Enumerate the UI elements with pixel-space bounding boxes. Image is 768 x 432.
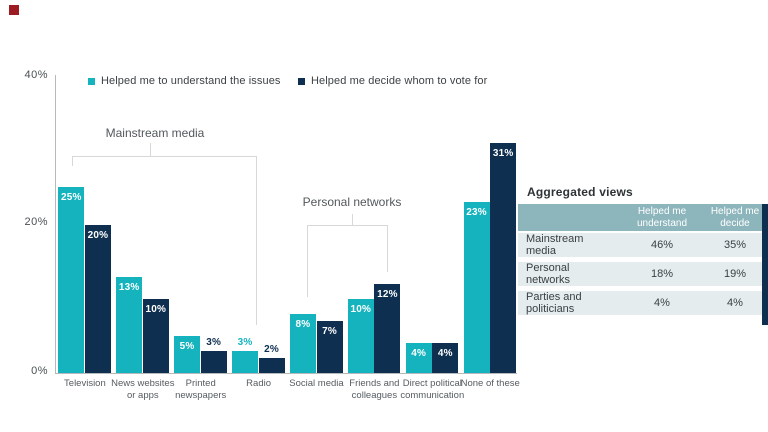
bar-value-label: 7% [322, 326, 337, 337]
legend-item-decide: Helped me decide whom to vote for [298, 75, 487, 87]
bar-understand [174, 336, 201, 373]
row-label: Mainstream media [526, 233, 584, 257]
table-title: Aggregated views [527, 185, 633, 199]
bracket-left-drop [72, 156, 73, 166]
bar-value-label: 13% [118, 282, 140, 293]
legend-label: Helped me decide whom to vote for [311, 75, 488, 87]
row-value-decide: 19% [723, 268, 747, 280]
table-header-decide: Helped me decide [710, 206, 760, 229]
bar-value-label: 4% [411, 348, 427, 359]
annotation-mainstream-media: Mainstream media [105, 126, 205, 140]
category-label: News websites or apps [111, 378, 175, 401]
category-label: Television [64, 378, 106, 389]
category-label: Direct political communication [400, 378, 465, 401]
y-axis-line [55, 75, 56, 373]
row-value-decide: 4% [727, 297, 743, 309]
bracket-right-drop [387, 225, 388, 272]
bar-value-label: 25% [60, 192, 82, 203]
bar-decide [84, 225, 111, 373]
bar-understand [116, 277, 143, 373]
bar-decide [142, 299, 169, 373]
row-value-decide: 35% [723, 239, 747, 251]
bar-understand [58, 187, 85, 373]
x-axis-line [55, 373, 517, 374]
bar-understand [232, 351, 258, 373]
logo-mark [9, 5, 19, 15]
category-label: Social media [289, 378, 344, 389]
bar-value-label: 10% [145, 304, 167, 315]
bar-value-label: 8% [295, 319, 311, 330]
bar-value-label: 31% [492, 148, 514, 159]
bar-decide [258, 358, 285, 373]
row-value-understand: 18% [650, 268, 674, 280]
legend-item-understand: Helped me to understand the issues [88, 75, 281, 87]
bracket-right-drop [256, 156, 257, 325]
table-header-row: Helped me understand Helped me decide [518, 204, 762, 231]
bar-value-label: 3% [237, 337, 253, 348]
bar-decide [316, 321, 343, 373]
bracket-stub [352, 214, 353, 225]
bar-decide [374, 284, 401, 373]
bracket-horizontal [72, 156, 257, 157]
y-tick-40: 40% [24, 69, 48, 81]
row-value-understand: 4% [654, 297, 670, 309]
table-row: Parties and politicians 4% 4% [518, 291, 762, 315]
bar-value-label: 23% [466, 207, 487, 218]
bar-value-label: 3% [206, 337, 222, 348]
bar-understand [289, 314, 316, 373]
category-label: Radio [246, 378, 271, 389]
bar-decide [200, 351, 227, 373]
bar-value-label: 10% [350, 304, 372, 315]
table-header-spacer [518, 204, 616, 231]
bracket-horizontal [307, 225, 388, 226]
y-tick-0: 0% [31, 365, 48, 377]
bar-understand [405, 343, 432, 373]
bar-decide [432, 343, 459, 373]
bracket-left-drop [307, 225, 308, 297]
bracket-stub [150, 143, 151, 156]
bar-decide [490, 143, 517, 373]
legend-swatch-navy [298, 77, 305, 85]
table-header-understand: Helped me understand [636, 206, 688, 229]
row-value-understand: 46% [650, 239, 674, 251]
aggregated-views-table: Helped me understand Helped me decide Ma… [518, 204, 762, 320]
row-label: Personal networks [526, 262, 571, 286]
row-label: Parties and politicians [526, 291, 582, 315]
annotation-personal-networks: Personal networks [302, 195, 402, 209]
bar-value-label: 4% [437, 348, 453, 359]
legend-label: Helped me to understand the issues [101, 75, 281, 87]
category-label: Printed newspapers [175, 378, 227, 401]
bar-understand [347, 299, 374, 373]
bar-value-label: 12% [377, 289, 398, 300]
bar-value-label: 20% [87, 230, 109, 241]
legend-swatch-teal [88, 77, 95, 85]
category-label: Friends and colleagues [349, 378, 400, 401]
table-row: Mainstream media 46% 35% [518, 233, 762, 257]
clipped-edge-element [762, 204, 768, 325]
y-tick-20: 20% [24, 216, 48, 228]
bar-value-label: 5% [179, 341, 195, 352]
bar-value-label: 2% [264, 344, 280, 355]
category-label: None of these [460, 378, 520, 389]
table-row: Personal networks 18% 19% [518, 262, 762, 286]
bar-understand [463, 202, 490, 373]
